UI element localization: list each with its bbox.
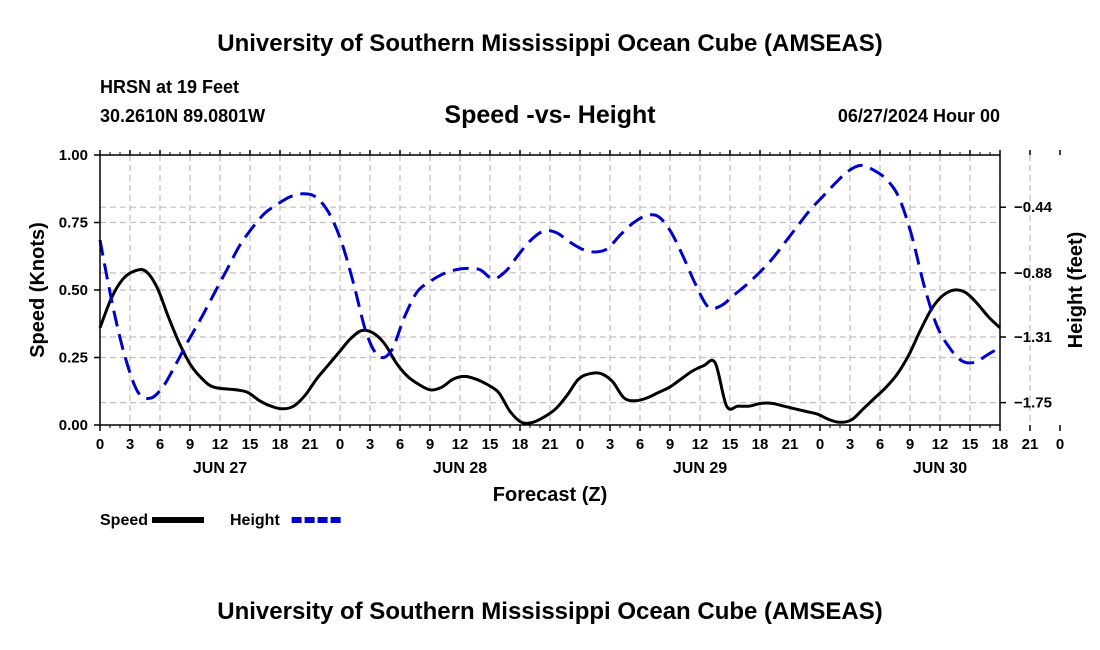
- forecast-datetime: 06/27/2024 Hour 00: [837, 106, 1000, 126]
- y-tick-label: 1.00: [59, 147, 88, 164]
- chart-legend: Speed Height: [100, 512, 344, 529]
- x-tick-label: 0: [96, 436, 104, 453]
- footer-title: University of Southern Mississippi Ocean…: [217, 598, 883, 625]
- x-tick-label: 9: [666, 436, 674, 453]
- coordinates-label: 30.2610N 89.0801W: [100, 106, 266, 126]
- x-date-label: JUN 28: [433, 460, 487, 477]
- x-tick-label: 12: [932, 436, 949, 453]
- y2-tick-label: −0.44: [1014, 199, 1053, 216]
- x-tick-label: 18: [752, 436, 769, 453]
- x-tick-label: 6: [636, 436, 644, 453]
- x-tick-label: 15: [722, 436, 739, 453]
- x-tick-label: 21: [302, 436, 319, 453]
- y-tick-label: 0.00: [59, 417, 88, 434]
- y2-tick-label: −0.88: [1014, 265, 1052, 282]
- y-tick-label: 0.75: [59, 215, 88, 232]
- x-tick-label: 18: [992, 436, 1009, 453]
- x-tick-label: 0: [336, 436, 344, 453]
- plot-frame: [99, 154, 1001, 426]
- x-tick-label: 18: [272, 436, 289, 453]
- y2-tick-label: −1.75: [1014, 395, 1052, 412]
- x-tick-label: 6: [156, 436, 164, 453]
- x-tick-label: 0: [576, 436, 584, 453]
- y-tick-label: 0.25: [59, 350, 88, 367]
- x-date-label: JUN 30: [913, 460, 967, 477]
- chart-subtitle: Speed -vs- Height: [444, 101, 656, 129]
- x-tick-label: 3: [846, 436, 854, 453]
- x-tick-label: 3: [126, 436, 134, 453]
- x-tick-label: 6: [876, 436, 884, 453]
- chart-title: University of Southern Mississippi Ocean…: [217, 30, 883, 57]
- legend-label-height: Height: [230, 512, 280, 529]
- x-tick-label: 21: [542, 436, 559, 453]
- y-axis-right: −1.75 −1.31 −0.88 −0.44: [1000, 199, 1053, 412]
- legend-label-speed: Speed: [100, 512, 148, 529]
- x-tick-label: 15: [242, 436, 259, 453]
- y-axis-left: 0.00 0.25 0.50 0.75 1.00: [59, 147, 100, 434]
- x-tick-label: 9: [186, 436, 194, 453]
- x-tick-label: 0: [1056, 436, 1064, 453]
- x-tick-label: 12: [692, 436, 709, 453]
- chart-grid: [100, 155, 1031, 425]
- x-tick-label: 0: [816, 436, 824, 453]
- chart-series: [98, 163, 1002, 425]
- x-tick-label: 12: [212, 436, 229, 453]
- x-date-label: JUN 29: [673, 460, 727, 477]
- x-tick-label: 18: [512, 436, 529, 453]
- x-tick-label: 9: [426, 436, 434, 453]
- y-axis-label: Speed (Knots): [27, 222, 49, 358]
- x-date-label: JUN 27: [193, 460, 247, 477]
- x-tick-label: 12: [452, 436, 469, 453]
- x-tick-label: 15: [962, 436, 979, 453]
- series-line-height: [98, 163, 1001, 401]
- series-line-speed: [98, 268, 1002, 425]
- y2-axis-label: Height (feet): [1065, 232, 1087, 349]
- y2-tick-label: −1.31: [1014, 329, 1052, 346]
- y-tick-label: 0.50: [59, 282, 88, 299]
- x-tick-label: 9: [906, 436, 914, 453]
- x-tick-label: 21: [1022, 436, 1039, 453]
- x-tick-label: 15: [482, 436, 499, 453]
- station-label: HRSN at 19 Feet: [100, 77, 240, 97]
- x-axis: 0 3 6 9 12 15 18 21 0 3 6 9 12 15 18 21 0 3 6 9 12 15 18 21 0 3 6 9…: [96, 150, 1064, 477]
- x-tick-label: 3: [606, 436, 614, 453]
- x-tick-label: 21: [782, 436, 799, 453]
- x-tick-label: 6: [396, 436, 404, 453]
- x-tick-label: 3: [366, 436, 374, 453]
- x-axis-label: Forecast (Z): [493, 484, 607, 506]
